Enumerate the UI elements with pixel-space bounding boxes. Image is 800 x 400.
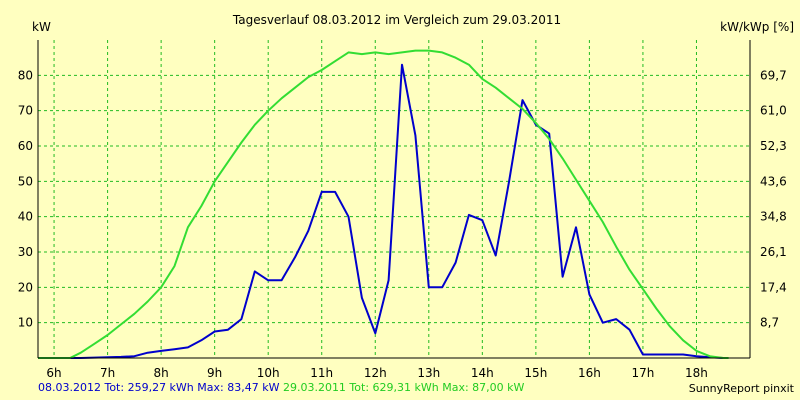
y-tick-label-left: 40 <box>18 210 33 224</box>
x-tick-label: 6h <box>46 366 61 380</box>
y-tick-label-left: 60 <box>18 139 33 153</box>
x-tick-label: 7h <box>100 366 115 380</box>
x-tick-label: 14h <box>471 366 494 380</box>
y-tick-label-left: 10 <box>18 316 33 330</box>
x-tick-label: 8h <box>154 366 169 380</box>
x-tick-label: 12h <box>364 366 387 380</box>
legend: 08.03.2012 Tot: 259,27 kWh Max: 83,47 kW… <box>38 381 524 394</box>
y-tick-label-right: 61,0 <box>760 104 787 118</box>
y-tick-label-left: 80 <box>18 68 33 82</box>
series-lines <box>38 49 729 359</box>
x-tick-label: 13h <box>417 366 440 380</box>
y-tick-label-right: 69,7 <box>760 68 787 82</box>
legend-series-1: 08.03.2012 Tot: 259,27 kWh Max: 83,47 kW <box>38 381 280 394</box>
y-tick-label-right: 8,7 <box>760 316 779 330</box>
x-tick-label: 17h <box>631 366 654 380</box>
y-tick-label-left: 30 <box>18 245 33 259</box>
y-axis-label-right: kW/kWp [%] <box>720 20 794 34</box>
y-tick-label-right: 34,8 <box>760 210 787 224</box>
y-tick-label-right: 26,1 <box>760 245 787 259</box>
credit-label: SunnyReport pinxit <box>688 382 794 395</box>
x-tick-label: 9h <box>207 366 222 380</box>
y-tick-label-left: 20 <box>18 280 33 294</box>
y-tick-label-right: 17,4 <box>760 280 787 294</box>
x-tick-label: 11h <box>310 366 333 380</box>
chart-title: Tagesverlauf 08.03.2012 im Vergleich zum… <box>232 13 561 27</box>
y-tick-labels-left: 10 20 30 40 50 60 70 80 <box>18 68 33 329</box>
x-tick-label: 16h <box>578 366 601 380</box>
x-tick-label: 18h <box>685 366 708 380</box>
series-line-2 <box>38 49 729 359</box>
y-tick-label-left: 70 <box>18 104 33 118</box>
legend-series-2: 29.03.2011 Tot: 629,31 kWh Max: 87,00 kW <box>282 381 525 394</box>
x-tick-labels: 6h 7h 8h 9h 10h 11h 12h 13h 14h 15h 16h 17h 18h <box>46 366 707 380</box>
x-tick-label: 10h <box>257 366 280 380</box>
axes <box>37 40 751 359</box>
x-tick-label: 15h <box>524 366 547 380</box>
y-axis-label-left: kW <box>32 20 51 34</box>
y-tick-labels-right: 8,7 17,4 26,1 34,8 43,6 52,3 61,0 69,7 <box>760 68 787 329</box>
series-line-1 <box>38 63 724 359</box>
y-tick-label-right: 52,3 <box>760 139 787 153</box>
y-tick-label-left: 50 <box>18 174 33 188</box>
y-tick-label-right: 43,6 <box>760 174 787 188</box>
